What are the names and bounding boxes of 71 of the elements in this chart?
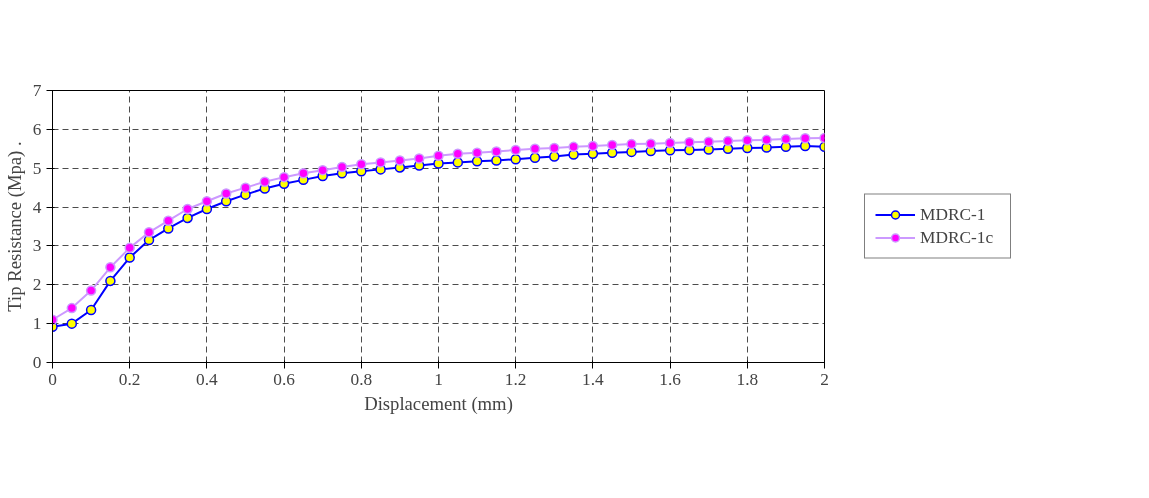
x-tick-label: 0 [48, 369, 57, 389]
x-tick-label: 1.6 [659, 369, 682, 389]
point [278, 171, 290, 183]
point [163, 215, 174, 226]
point [626, 138, 637, 150]
point [568, 141, 579, 153]
point [742, 135, 753, 146]
y-tick-label: 5 [32, 158, 42, 178]
x-tick-label: 0.4 [196, 369, 219, 389]
y-tick-label: 1 [32, 314, 42, 334]
x-tick-label: 1.2 [504, 369, 527, 389]
y-tick-label: 4 [32, 197, 42, 217]
point [394, 155, 406, 166]
point [105, 262, 116, 273]
x-tick-label: 0.2 [118, 369, 141, 389]
y-tick-label: 7 [32, 81, 42, 100]
y-tick-label: 3 [32, 236, 42, 256]
point [471, 147, 483, 158]
point [66, 318, 78, 329]
x-tick-label: 0.6 [273, 369, 296, 389]
point [549, 151, 560, 162]
legend-label: MDRC-1 [920, 204, 987, 225]
point [85, 304, 97, 316]
point [201, 196, 213, 207]
y-tick-label: 6 [32, 119, 42, 139]
point [664, 137, 676, 149]
y-tick-label: 0 [32, 353, 42, 372]
legend-label: MDRC-1c [920, 227, 995, 248]
x-tick-label: 0.8 [350, 369, 373, 389]
point [491, 146, 502, 157]
point [529, 143, 541, 155]
point [356, 159, 367, 170]
point [336, 161, 348, 173]
point [124, 252, 135, 263]
point [684, 136, 695, 148]
point [124, 242, 135, 254]
point [240, 182, 251, 193]
point [510, 154, 521, 165]
point [413, 153, 425, 164]
x-tick-label: 2 [820, 369, 829, 389]
point [780, 133, 792, 145]
x-axis-title: Displacement (mm) [364, 392, 513, 415]
point [491, 155, 502, 166]
x-tick-label: 1.4 [582, 369, 605, 389]
x-tick-label: 1 [434, 369, 443, 389]
point [105, 275, 116, 287]
point [452, 148, 464, 160]
y-tick-label: 2 [32, 275, 42, 295]
point [761, 134, 772, 146]
point [645, 138, 657, 149]
point [66, 302, 78, 314]
point [722, 135, 734, 147]
point [143, 227, 155, 238]
point [799, 133, 811, 144]
point [375, 157, 386, 168]
point [510, 144, 521, 156]
x-tick-label: 1.8 [736, 369, 759, 389]
point [182, 203, 193, 215]
point [587, 140, 599, 152]
point [85, 285, 97, 296]
point [606, 139, 618, 151]
point [317, 164, 328, 176]
point [220, 188, 232, 199]
point [703, 136, 714, 148]
y-axis-title: Tip Resistance (Mpa) . [3, 141, 26, 312]
point [529, 152, 541, 163]
point [182, 212, 193, 224]
point [549, 142, 560, 154]
point [259, 176, 271, 188]
point [298, 168, 309, 179]
point [433, 150, 444, 162]
